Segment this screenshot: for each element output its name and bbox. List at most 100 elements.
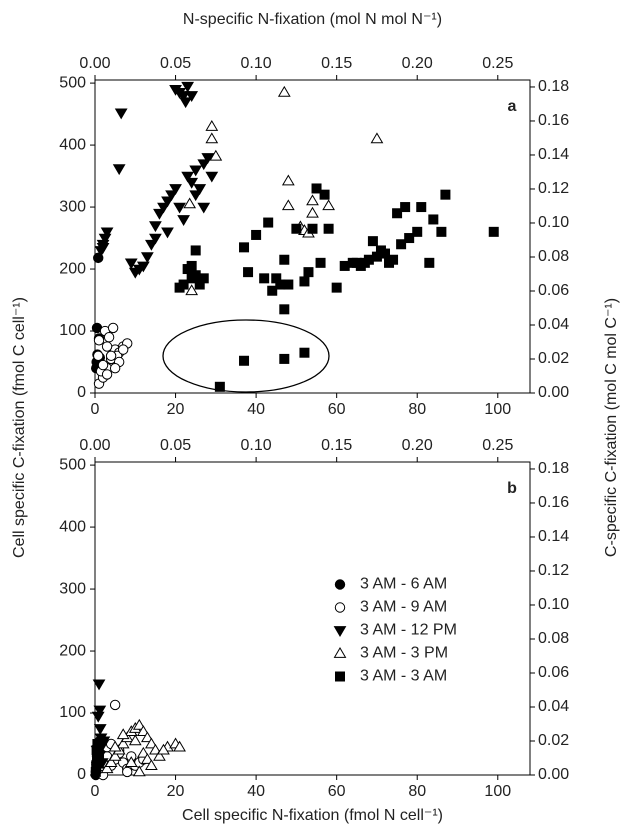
point [105, 350, 117, 362]
point [319, 189, 330, 200]
point [181, 81, 195, 93]
legend-marker [333, 626, 347, 637]
x-tick-label: 40 [247, 401, 265, 418]
y-tick-label: 400 [59, 136, 86, 153]
y2-tick-label: 0.06 [538, 282, 569, 299]
point [189, 165, 203, 177]
y2-tick-label: 0.04 [538, 698, 569, 715]
point [388, 254, 399, 265]
point [94, 754, 105, 765]
point [488, 226, 499, 237]
point [145, 737, 158, 749]
point [132, 718, 146, 730]
point [185, 91, 199, 102]
x2-tick-label: 0.05 [160, 55, 191, 72]
point [92, 739, 103, 750]
y2-tick-label: 0.12 [538, 562, 569, 579]
point [93, 350, 104, 362]
point [396, 239, 407, 250]
point [400, 202, 411, 213]
y2-tick-label: 0.08 [538, 248, 569, 265]
y2-tick-label: 0.16 [538, 494, 569, 511]
point [136, 261, 150, 273]
x-axis-title: Cell specific N-fixation (fmol N cell⁻¹) [182, 807, 443, 824]
point [279, 304, 290, 315]
x-tick-label: 20 [167, 783, 185, 800]
point [145, 759, 158, 771]
legend-marker [334, 579, 346, 590]
point [323, 223, 334, 234]
legend-label: 3 AM - 3 PM [360, 645, 448, 662]
point [157, 202, 170, 214]
point [107, 322, 119, 334]
x2-tick-label: 0.10 [241, 55, 272, 72]
x-tick-label: 100 [484, 401, 511, 418]
point [189, 190, 203, 202]
plot-frame [94, 461, 531, 776]
point [116, 728, 130, 740]
y2-tick-label: 0.18 [538, 78, 569, 95]
point [128, 734, 142, 746]
x2-tick-label: 0.15 [321, 437, 352, 454]
point [404, 233, 415, 244]
point [177, 215, 190, 226]
point [205, 132, 219, 144]
y2-tick-label: 0.18 [538, 460, 569, 477]
point [214, 381, 225, 392]
point [251, 229, 262, 240]
y-tick-label: 400 [59, 518, 86, 535]
point [311, 183, 322, 194]
point [185, 284, 199, 296]
point [303, 267, 314, 278]
y2-axis-title: C-specific C-fixation (mol C mol C⁻¹) [603, 298, 620, 557]
y-tick-label: 0 [77, 384, 86, 401]
point [103, 332, 115, 343]
point [97, 359, 109, 371]
point [140, 753, 154, 764]
point [198, 273, 209, 284]
point [299, 276, 310, 287]
point [392, 208, 403, 219]
point [178, 279, 189, 290]
point [205, 171, 219, 183]
point [281, 174, 295, 186]
y-tick-label: 500 [59, 456, 86, 473]
point [267, 285, 278, 296]
point [281, 199, 295, 211]
legend-label: 3 AM - 6 AM [360, 576, 447, 593]
point [145, 239, 158, 251]
y2-tick-label: 0.08 [538, 630, 569, 647]
y2-tick-label: 0.00 [538, 384, 569, 401]
point [279, 254, 290, 265]
point [122, 766, 133, 778]
x2-tick-label: 0.00 [79, 55, 110, 72]
y-tick-label: 300 [59, 198, 86, 215]
point [149, 233, 162, 245]
y2-tick-label: 0.10 [538, 214, 569, 231]
y-tick-label: 200 [59, 642, 86, 659]
legend-label: 3 AM - 3 AM [360, 668, 447, 685]
y-axis-title: Cell specific C-fixation (fmol C cell⁻¹) [11, 297, 28, 558]
y2-tick-label: 0.00 [538, 766, 569, 783]
x-tick-label: 0 [91, 783, 100, 800]
point [93, 335, 105, 346]
y2-tick-label: 0.10 [538, 596, 569, 613]
point [104, 756, 118, 767]
x2-tick-label: 0.15 [321, 55, 352, 72]
point [136, 746, 150, 758]
point [108, 749, 122, 761]
x-tick-label: 60 [328, 401, 346, 418]
x-tick-label: 20 [167, 401, 185, 418]
point [307, 223, 318, 234]
point [90, 766, 101, 777]
point [243, 267, 254, 278]
point [169, 184, 182, 195]
point [93, 724, 107, 736]
point [112, 164, 126, 176]
y2-tick-label: 0.16 [538, 112, 569, 129]
point [132, 765, 146, 777]
y-tick-label: 100 [59, 704, 86, 721]
point [367, 236, 378, 247]
y2-tick-label: 0.02 [538, 350, 569, 367]
point [186, 260, 197, 271]
